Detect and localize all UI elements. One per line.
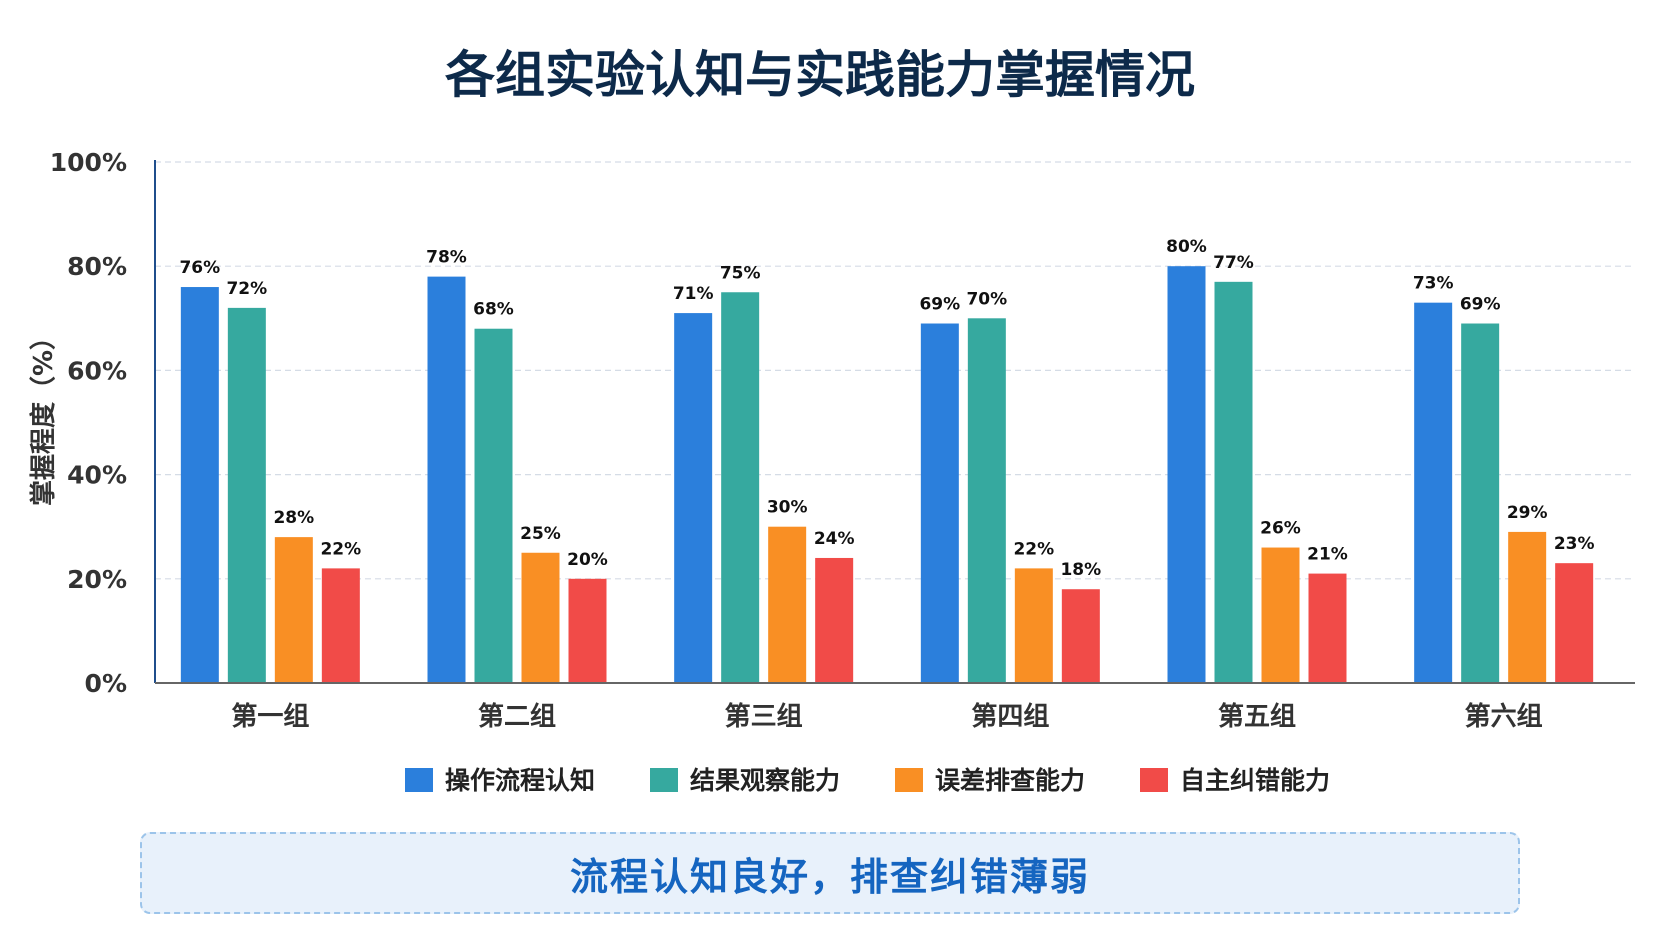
- bar: [1167, 266, 1206, 683]
- conclusion-box: 流程认知良好，排查纠错薄弱: [140, 832, 1520, 914]
- bar: [180, 287, 219, 683]
- x-tick-label: 第四组: [971, 701, 1049, 732]
- y-tick-label: 80%: [67, 252, 127, 281]
- x-tick-label: 第三组: [725, 701, 803, 732]
- legend: 操作流程认知 结果观察能力 误差排查能力 自主纠错能力: [405, 766, 1330, 795]
- bar: [674, 313, 713, 683]
- data-label: 73%: [1413, 274, 1454, 294]
- data-label: 80%: [1166, 237, 1207, 257]
- data-label: 26%: [1260, 519, 1301, 539]
- y-tick-label: 40%: [67, 461, 127, 490]
- data-label: 71%: [673, 284, 714, 304]
- conclusion-text: 流程认知良好，排查纠错薄弱: [569, 854, 1090, 899]
- data-label: 22%: [1013, 539, 1054, 559]
- data-label: 22%: [320, 539, 361, 559]
- legend-swatch: [405, 768, 433, 792]
- bar: [1214, 281, 1253, 683]
- bar: [768, 526, 807, 683]
- y-axis: 0% 20% 40% 60% 80% 100%: [50, 148, 156, 698]
- data-label: 72%: [226, 279, 267, 299]
- y-tick-label: 100%: [50, 148, 127, 177]
- bar: [568, 578, 607, 683]
- bar: [1308, 573, 1347, 683]
- data-label: 69%: [919, 295, 960, 315]
- y-tick-label: 20%: [67, 565, 127, 594]
- legend-swatch: [895, 768, 923, 792]
- bar: [1555, 563, 1594, 683]
- bar: [521, 552, 560, 683]
- value-labels: 76% 72% 28% 22% 78% 68% 25% 20% 71% 75% 30% 24% 69% 7…: [179, 237, 1594, 580]
- legend-swatch: [650, 768, 678, 792]
- x-tick-label: 第五组: [1218, 701, 1296, 732]
- bar: [1508, 531, 1547, 683]
- bar: [474, 328, 513, 683]
- x-tick-label: 第一组: [231, 701, 309, 732]
- bar: [721, 292, 760, 683]
- bar: [1414, 302, 1453, 683]
- legend-label: 结果观察能力: [690, 766, 840, 795]
- bars: [180, 266, 1594, 683]
- y-axis-title: 掌握程度（%）: [28, 324, 59, 506]
- legend-label: 自主纠错能力: [1180, 766, 1330, 795]
- data-label: 28%: [273, 508, 314, 528]
- data-label: 24%: [814, 529, 855, 549]
- bar: [227, 307, 266, 683]
- data-label: 30%: [767, 498, 808, 518]
- bar: [427, 276, 466, 683]
- data-label: 23%: [1554, 534, 1595, 554]
- data-label: 25%: [520, 524, 561, 544]
- chart-title: 各组实验认知与实践能力掌握情况: [445, 46, 1195, 104]
- data-label: 68%: [473, 300, 514, 320]
- bar: [1061, 589, 1100, 683]
- bar: [274, 537, 313, 683]
- y-tick-label: 60%: [67, 356, 127, 385]
- data-label: 29%: [1507, 503, 1548, 523]
- data-label: 20%: [567, 550, 608, 570]
- x-tick-label: 第二组: [478, 701, 556, 732]
- bar: [1014, 568, 1053, 683]
- legend-swatch: [1140, 768, 1168, 792]
- y-tick-label: 0%: [85, 669, 127, 698]
- data-label: 69%: [1460, 295, 1501, 315]
- grid-lines: [155, 161, 1635, 580]
- data-label: 18%: [1060, 560, 1101, 580]
- bar: [1261, 547, 1300, 683]
- data-label: 78%: [426, 248, 467, 268]
- legend-label: 误差排查能力: [935, 766, 1085, 795]
- bar: [1461, 323, 1500, 683]
- data-label: 77%: [1213, 253, 1254, 273]
- x-tick-label: 第六组: [1465, 701, 1543, 732]
- data-label: 76%: [179, 258, 220, 278]
- data-label: 70%: [966, 289, 1007, 309]
- data-label: 21%: [1307, 545, 1348, 565]
- bar: [967, 318, 1006, 683]
- bar: [321, 568, 360, 683]
- bar: [920, 323, 959, 683]
- x-axis: 第一组 第二组 第三组 第四组 第五组 第六组: [155, 682, 1635, 732]
- data-label: 75%: [720, 263, 761, 283]
- legend-label: 操作流程认知: [445, 766, 595, 795]
- bar: [815, 557, 854, 683]
